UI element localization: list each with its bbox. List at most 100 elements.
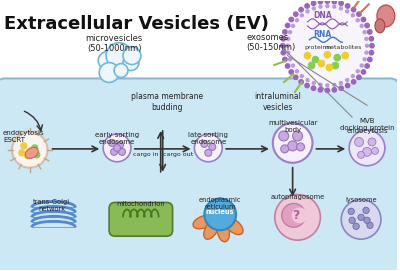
Circle shape <box>346 10 349 13</box>
Text: multivesicular
body: multivesicular body <box>268 120 317 133</box>
Circle shape <box>326 84 329 87</box>
Circle shape <box>285 23 290 28</box>
Circle shape <box>281 145 289 153</box>
Text: late sorting
endosome: late sorting endosome <box>188 132 228 145</box>
Circle shape <box>364 217 370 224</box>
Ellipse shape <box>377 5 395 27</box>
Circle shape <box>340 82 342 85</box>
Circle shape <box>366 44 368 47</box>
Circle shape <box>123 55 139 70</box>
Circle shape <box>361 70 366 74</box>
Circle shape <box>318 0 322 4</box>
Circle shape <box>370 44 374 48</box>
Circle shape <box>352 80 356 84</box>
Circle shape <box>296 70 298 73</box>
Text: metabolites: metabolites <box>324 45 362 50</box>
Circle shape <box>360 64 363 67</box>
Text: cargo in: cargo in <box>133 152 159 157</box>
Circle shape <box>355 137 364 146</box>
Circle shape <box>312 7 315 10</box>
Circle shape <box>369 37 374 41</box>
Circle shape <box>358 151 364 158</box>
Circle shape <box>363 31 366 34</box>
Circle shape <box>292 207 308 223</box>
Circle shape <box>209 143 216 150</box>
Circle shape <box>333 5 336 8</box>
Circle shape <box>111 149 118 155</box>
Circle shape <box>339 1 343 5</box>
Circle shape <box>346 79 349 82</box>
Ellipse shape <box>217 220 230 242</box>
Circle shape <box>311 86 316 90</box>
Ellipse shape <box>193 215 214 229</box>
Circle shape <box>275 195 320 240</box>
Circle shape <box>326 5 329 8</box>
Circle shape <box>363 58 366 61</box>
Text: proteins: proteins <box>304 45 330 50</box>
Circle shape <box>356 19 359 22</box>
Circle shape <box>341 199 381 239</box>
Circle shape <box>289 17 294 22</box>
Circle shape <box>273 123 312 163</box>
Circle shape <box>285 64 290 68</box>
Circle shape <box>25 153 31 159</box>
Circle shape <box>346 83 350 88</box>
Circle shape <box>12 132 48 168</box>
Circle shape <box>279 131 289 141</box>
Circle shape <box>288 31 292 34</box>
Text: endocytosis
ESCRT: endocytosis ESCRT <box>3 130 45 143</box>
Circle shape <box>296 143 304 151</box>
Circle shape <box>283 1 372 90</box>
Circle shape <box>118 149 126 155</box>
Circle shape <box>194 134 222 162</box>
Circle shape <box>334 54 340 61</box>
Circle shape <box>325 0 330 3</box>
Circle shape <box>98 52 116 70</box>
Ellipse shape <box>25 147 38 158</box>
Circle shape <box>363 207 369 214</box>
Circle shape <box>332 62 338 69</box>
Text: cargo out: cargo out <box>163 152 193 157</box>
Circle shape <box>368 57 372 62</box>
Circle shape <box>305 83 309 88</box>
Circle shape <box>362 147 372 156</box>
Circle shape <box>283 57 287 62</box>
Circle shape <box>342 53 348 59</box>
Circle shape <box>318 88 322 92</box>
Circle shape <box>357 12 361 16</box>
Circle shape <box>324 51 330 58</box>
Circle shape <box>360 24 363 27</box>
Circle shape <box>287 51 290 54</box>
Circle shape <box>280 44 285 48</box>
Circle shape <box>99 63 119 82</box>
Circle shape <box>340 7 342 10</box>
Circle shape <box>114 144 120 151</box>
Circle shape <box>372 147 378 154</box>
Ellipse shape <box>375 19 385 33</box>
Circle shape <box>287 37 290 40</box>
Circle shape <box>349 130 385 166</box>
Circle shape <box>365 51 368 54</box>
Circle shape <box>283 30 287 34</box>
Circle shape <box>304 53 311 59</box>
Circle shape <box>349 217 355 224</box>
Circle shape <box>351 75 354 78</box>
Text: endocytosis: endocytosis <box>346 128 388 134</box>
Circle shape <box>294 12 298 16</box>
Circle shape <box>204 198 236 230</box>
Circle shape <box>368 30 372 34</box>
Circle shape <box>319 5 322 8</box>
Circle shape <box>300 75 303 78</box>
Circle shape <box>332 0 336 4</box>
Circle shape <box>21 143 27 149</box>
Ellipse shape <box>225 218 243 235</box>
Circle shape <box>367 222 373 228</box>
Circle shape <box>333 83 336 86</box>
Text: lysosome: lysosome <box>345 198 377 204</box>
Circle shape <box>281 37 286 41</box>
Text: trans-Golgi
network: trans-Golgi network <box>33 199 70 212</box>
Circle shape <box>325 88 330 93</box>
Circle shape <box>348 208 354 215</box>
Circle shape <box>339 86 343 90</box>
Circle shape <box>318 60 324 67</box>
